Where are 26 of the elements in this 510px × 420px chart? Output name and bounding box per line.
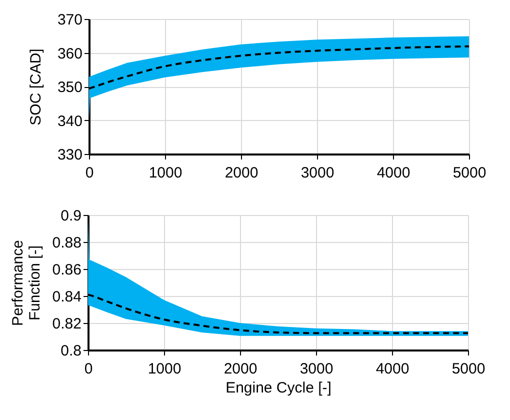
x-tick-label: 5000 [452, 164, 486, 182]
y-tick-label: 340 [57, 112, 82, 130]
x-tick-label: 2000 [224, 164, 258, 182]
y-tick-label: 360 [57, 45, 82, 62]
y-axis-title: Performance Function [-] [10, 240, 44, 326]
y-tick-label: 350 [57, 79, 82, 96]
y-tick-label: 0.9 [60, 208, 82, 224]
x-tick-label: 5000 [452, 360, 486, 378]
y-tick-label: 0.88 [52, 234, 82, 252]
y-tick-label: 0.84 [52, 288, 82, 306]
y-tick-label: 330 [57, 146, 82, 164]
y-tick-label: 370 [57, 12, 82, 28]
y-tick-label: 0.8 [60, 342, 82, 360]
y-tick-label: 0.82 [52, 316, 82, 332]
x-tick-label: 1000 [148, 164, 182, 182]
x-tick-label: 0 [85, 164, 94, 182]
x-tick-label: 4000 [376, 164, 410, 182]
x-tick-label: 1000 [148, 360, 182, 378]
y-axis-title: SOC [CAD] [28, 48, 44, 126]
x-tick-label: 3000 [300, 164, 334, 182]
x-tick-label: 4000 [376, 360, 410, 378]
x-tick-label: 0 [84, 360, 93, 378]
x-tick-label: 2000 [224, 360, 258, 378]
y-tick-label: 0.86 [52, 262, 82, 278]
x-axis-title: Engine Cycle [-] [226, 380, 332, 396]
x-tick-label: 3000 [300, 360, 334, 378]
